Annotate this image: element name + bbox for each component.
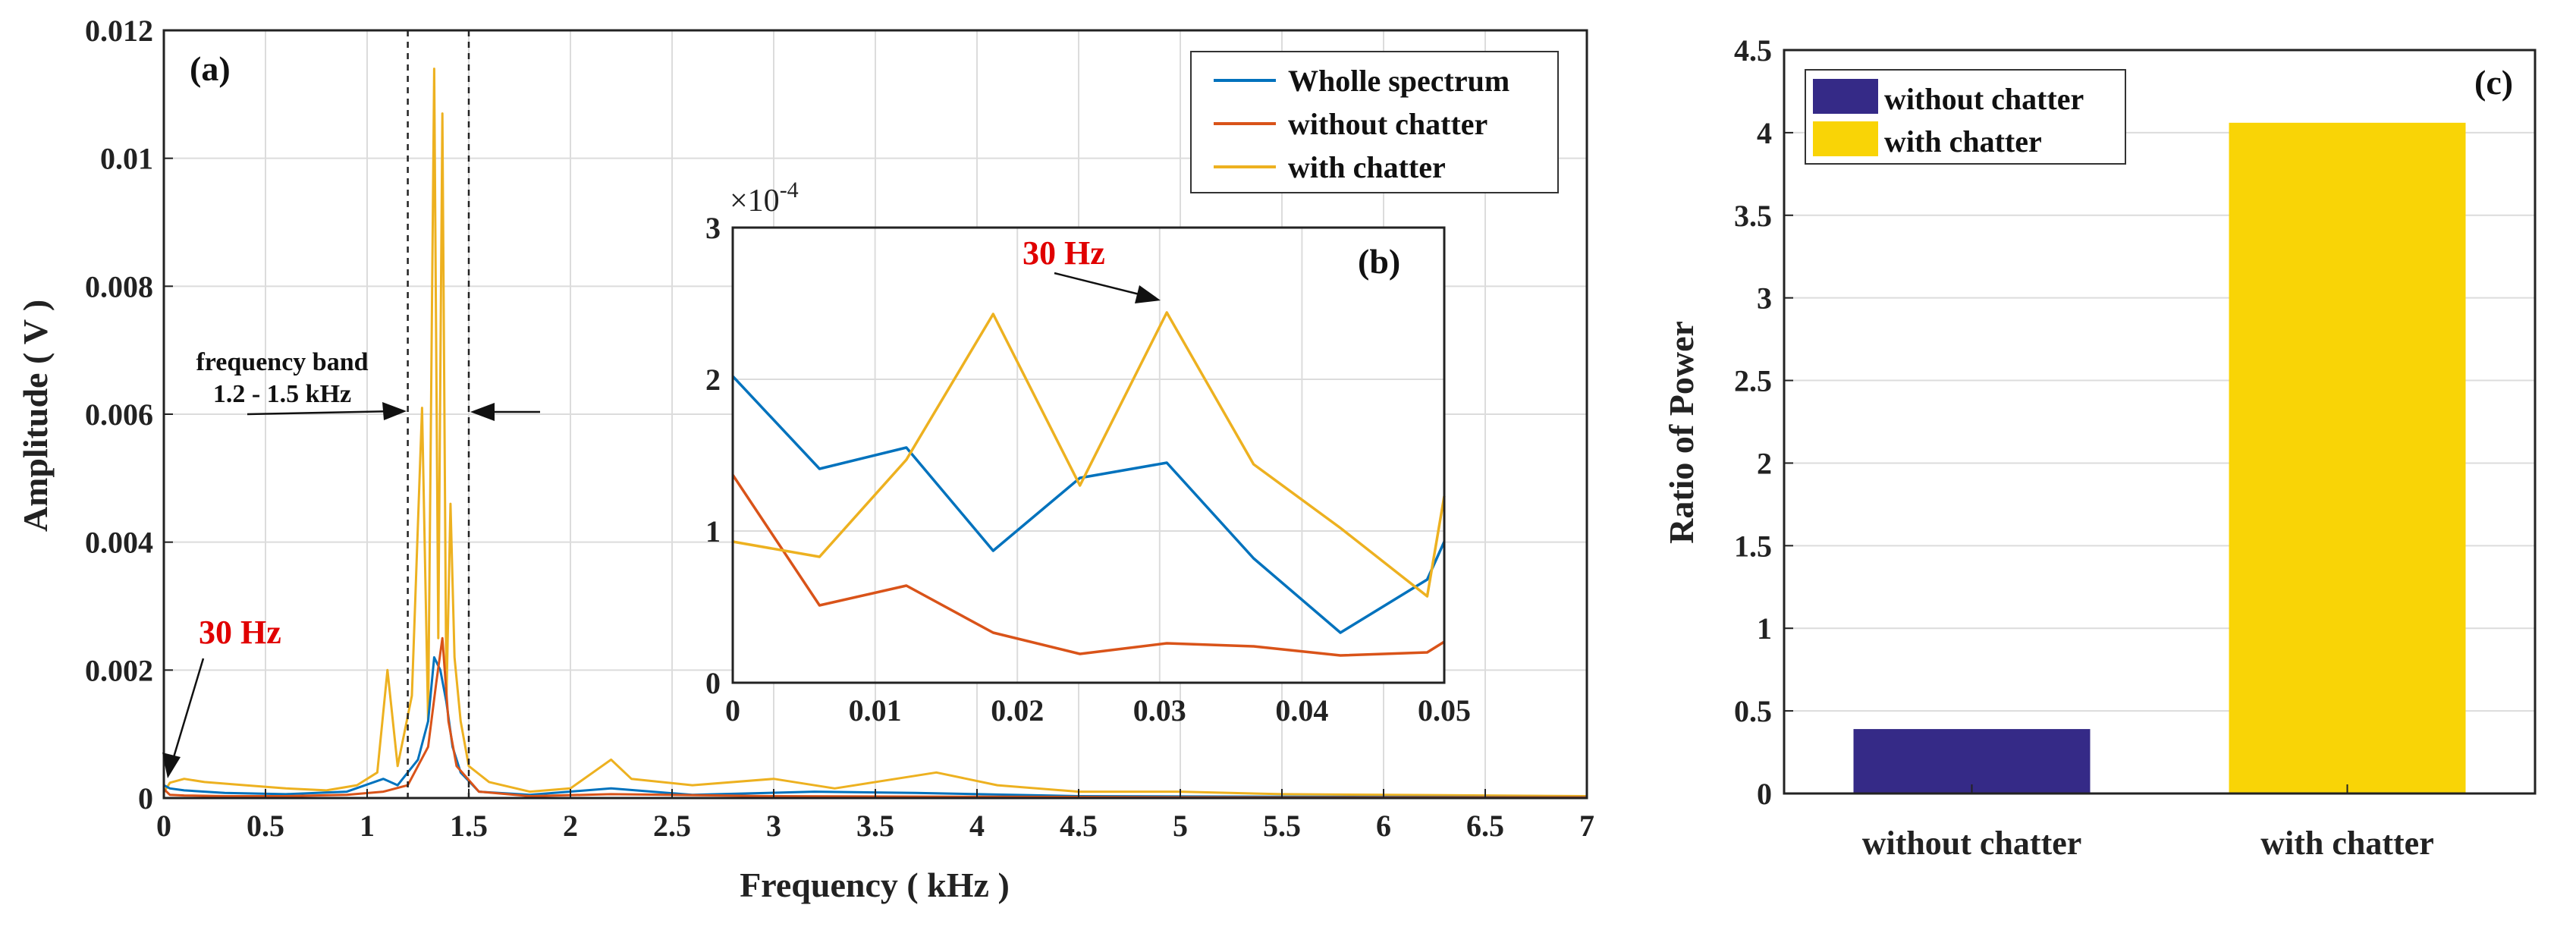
power-y-tick-label: 2 — [1757, 446, 1772, 480]
inset-series-with — [732, 311, 1446, 598]
inset-x-tick-label: 0 — [725, 693, 740, 727]
legend-item-with: with chatter — [1288, 150, 1446, 184]
spectrum-x-tick-label: 5.5 — [1263, 809, 1301, 843]
frequency-band-lines — [407, 30, 470, 798]
spectrum-y-tick-label: 0.004 — [85, 526, 153, 560]
inset-axes-frame — [731, 226, 1446, 684]
power-y-tick-label: 3.5 — [1734, 199, 1772, 233]
inset-chart: 0 0.01 0.02 0.03 0.04 0.05 0 1 2 3 ×10-4 (b) 30 … — [705, 178, 1471, 727]
power-axes-frame — [1783, 49, 2537, 795]
power-y-tick-label: 2.5 — [1734, 364, 1772, 398]
power-y-tick-label: 0 — [1757, 777, 1772, 811]
inset-background — [733, 228, 1444, 683]
bar-with-chatter — [2229, 122, 2466, 794]
spectrum-x-tick-label: 0.5 — [247, 809, 284, 843]
spectrum-y-tick-label: 0.01 — [100, 142, 153, 176]
inset-series-whole — [731, 375, 1446, 634]
spectrum-series — [162, 68, 1588, 799]
band-label-line1: frequency band — [196, 348, 368, 376]
inset-y-tick-label: 1 — [705, 514, 721, 548]
spectrum-x-tick-label: 6.5 — [1466, 809, 1504, 843]
inset-peak-30hz-label: 30 Hz — [1023, 234, 1105, 272]
spectrum-panel-label: (a) — [190, 49, 231, 88]
power-y-tick-label: 1.5 — [1734, 529, 1772, 563]
inset-y-tick-label: 0 — [705, 666, 721, 700]
inset-series-without — [731, 474, 1445, 657]
spectrum-series-without — [162, 636, 1587, 799]
band-label-line2: 1.2 - 1.5 kHz — [213, 380, 351, 408]
legend-item-bar-without: without chatter — [1884, 82, 2084, 116]
inset-x-tick-label: 0.05 — [1418, 693, 1471, 727]
spectrum-x-ticks: 0 0.5 1 1.5 2 2.5 3 3.5 4 4.5 5 5.5 6 6.5 7 — [156, 789, 1594, 843]
power-y-axis-label: Ratio of Power — [1662, 321, 1701, 544]
inset-x-tick-label: 0.03 — [1133, 693, 1186, 727]
power-y-ticks: 0 0.5 1 1.5 2 2.5 3 3.5 4 4.5 — [1734, 33, 1793, 811]
power-y-tick-label: 4.5 — [1734, 33, 1772, 68]
spectrum-x-tick-label: 3.5 — [856, 809, 894, 843]
power-ratio-chart: 00.511.522.533.544.5 without chatter with… — [1662, 33, 2537, 862]
spectrum-x-tick-label: 6 — [1376, 809, 1391, 843]
legend-swatch-bar-without — [1813, 79, 1878, 114]
peak-30hz-arrow — [162, 658, 205, 778]
spectrum-x-tick-label: 7 — [1579, 809, 1594, 843]
spectrum-x-tick-label: 4 — [969, 809, 985, 843]
inset-exponent-label: ×10-4 — [730, 178, 799, 218]
spectrum-y-tick-label: 0.008 — [85, 269, 153, 303]
inset-panel-label: (b) — [1358, 242, 1400, 281]
spectrum-legend: Wholle spectrum without chatter with cha… — [1190, 51, 1559, 193]
spectrum-y-tick-label: 0.012 — [85, 14, 153, 48]
inset-series — [731, 311, 1446, 657]
spectrum-y-ticks: 0 0.002 0.004 0.006 0.008 0.01 0.012 — [85, 14, 173, 815]
inset-x-tick-label: 0.04 — [1275, 693, 1328, 727]
power-y-tick-label: 3 — [1757, 281, 1772, 316]
spectrum-y-tick-label: 0.002 — [85, 653, 153, 687]
inset-peak-30hz-arrow — [1054, 272, 1161, 303]
spectrum-series-whole — [163, 656, 1588, 799]
spectrum-x-tick-label: 3 — [766, 809, 781, 843]
legend-item-without: without chatter — [1288, 107, 1487, 141]
power-panel-label: (c) — [2474, 63, 2513, 102]
inset-x-tick-label: 0.02 — [991, 693, 1044, 727]
band-arrow-right — [470, 403, 540, 421]
legend-swatch-bar-with — [1813, 121, 1878, 156]
spectrum-x-tick-label: 1.5 — [450, 809, 488, 843]
band-arrow-left — [247, 402, 407, 420]
spectrum-x-tick-label: 2.5 — [653, 809, 691, 843]
inset-x-tick-label: 0.01 — [849, 693, 902, 727]
bar-without-chatter — [1853, 729, 2091, 793]
spectrum-x-tick-label: 5 — [1173, 809, 1188, 843]
peak-30hz-label: 30 Hz — [199, 614, 281, 651]
power-y-tick-label: 4 — [1757, 116, 1772, 150]
spectrum-y-tick-label: 0.006 — [85, 398, 153, 432]
spectrum-x-tick-label: 2 — [563, 809, 578, 843]
power-x-ticks: without chatter with chatter — [1862, 784, 2434, 862]
power-x-tick-label: without chatter — [1862, 825, 2082, 862]
power-x-tick-label: with chatter — [2260, 825, 2434, 862]
spectrum-x-tick-label: 0 — [156, 809, 171, 843]
power-legend: without chatter with chatter — [1805, 69, 2126, 165]
spectrum-x-tick-label: 1 — [360, 809, 375, 843]
spectrum-y-axis-label: Amplitude ( V ) — [16, 300, 55, 532]
power-bars — [1853, 122, 2466, 794]
legend-item-bar-with: with chatter — [1884, 124, 2042, 159]
power-y-tick-label: 1 — [1757, 611, 1772, 646]
inset-y-tick-label: 3 — [705, 211, 721, 245]
spectrum-x-tick-label: 4.5 — [1060, 809, 1098, 843]
power-y-tick-label: 0.5 — [1734, 694, 1772, 728]
inset-y-ticks: 0 1 2 3 — [705, 211, 721, 700]
legend-item-whole: Wholle spectrum — [1288, 64, 1509, 98]
spectrum-y-tick-label: 0 — [138, 781, 153, 815]
inset-x-ticks: 0 0.01 0.02 0.03 0.04 0.05 — [725, 693, 1471, 727]
spectrum-chart: 0 0.5 1 1.5 2 2.5 3 3.5 4 4.5 5 5.5 6 6.5 7 0 0.002 0.00… — [16, 14, 1594, 904]
spectrum-x-axis-label: Frequency ( kHz ) — [740, 866, 1010, 904]
spectrum-series-with — [162, 68, 1588, 797]
inset-y-tick-label: 2 — [705, 363, 721, 397]
